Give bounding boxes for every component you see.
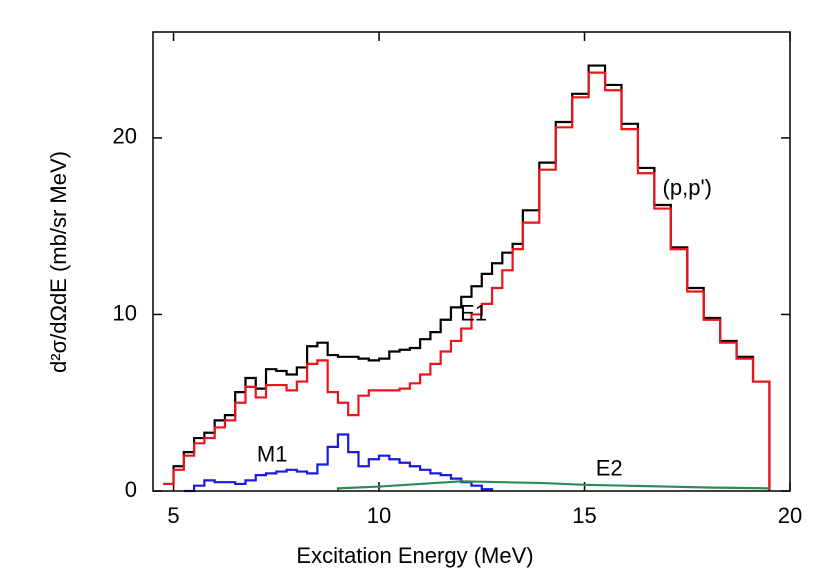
y-axis-label: d²σ/dΩdE (mb/sr MeV) [46,151,71,373]
x-tick-label: 10 [367,503,391,528]
y-tick-label: 10 [113,300,137,325]
x-tick-label: 15 [572,503,596,528]
series-label: E2 [596,456,623,481]
data-line [163,64,771,491]
x-axis-label: Excitation Energy (MeV) [296,543,533,568]
data-line [336,480,770,491]
data-line [163,71,771,491]
y-tick-label: 0 [125,477,137,502]
series-label: E1 [460,300,487,325]
series-label: M1 [257,442,288,467]
x-tick-label: 20 [778,503,802,528]
plot-frame [152,31,791,492]
y-tick-label: 20 [113,124,137,149]
x-tick-label: 5 [167,503,179,528]
series-label: (p,p') [663,175,712,200]
data-line [183,433,494,493]
